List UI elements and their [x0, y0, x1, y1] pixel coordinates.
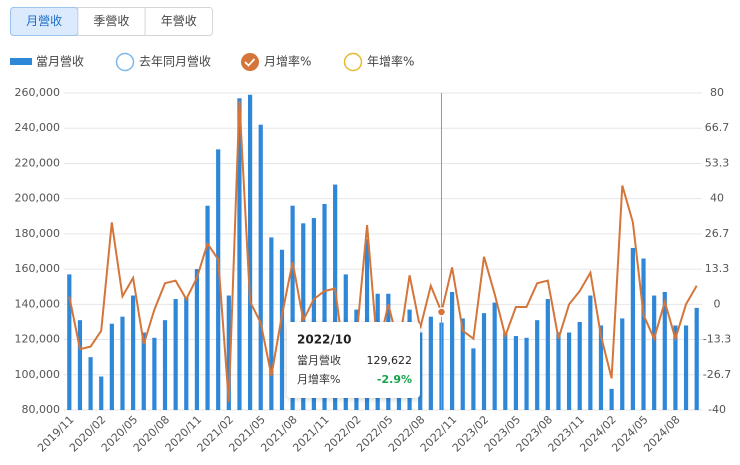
y2-tick-label: 26.7: [705, 227, 730, 240]
y2-tick-label: -40: [708, 403, 726, 416]
y2-tick-label: -13.3: [703, 332, 731, 345]
bar: [226, 295, 231, 410]
bar: [88, 357, 93, 410]
y-tick-label: 160,000: [15, 262, 61, 275]
legend-swatch: [10, 58, 32, 65]
bar: [683, 325, 689, 410]
bar: [524, 337, 529, 410]
y-tick-label: 200,000: [15, 192, 61, 205]
bar: [109, 323, 114, 410]
bar: [418, 332, 423, 410]
y-tick-label: 80,000: [22, 403, 61, 416]
tooltip: [287, 322, 420, 398]
y2-tick-label: 13.3: [705, 262, 730, 275]
legend-label[interactable]: 月增率%: [264, 54, 311, 69]
bar: [609, 388, 614, 410]
tab[interactable]: 月營收: [26, 14, 62, 28]
y2-tick-label: 0: [714, 297, 721, 310]
bar: [141, 332, 146, 410]
bar: [598, 325, 604, 410]
bar: [641, 258, 646, 410]
hover-point: [436, 307, 447, 317]
bar: [279, 249, 285, 410]
y2-tick-label: 80: [710, 86, 724, 99]
legend-label[interactable]: 年增率%: [367, 54, 414, 69]
bar: [77, 320, 83, 410]
bar: [131, 295, 136, 410]
y-tick-label: 260,000: [15, 86, 61, 99]
legend-label[interactable]: 當月營收: [36, 55, 84, 69]
bar: [566, 332, 572, 410]
bar: [333, 184, 338, 410]
y2-tick-label: -26.7: [703, 368, 731, 381]
bar: [545, 299, 550, 410]
y2-tick-label: 53.3: [705, 157, 730, 170]
bar: [247, 94, 253, 410]
bar: [269, 237, 274, 410]
bar: [662, 292, 667, 410]
tooltip-value: 129,622: [367, 354, 413, 367]
legend-label[interactable]: 去年同月營收: [139, 55, 211, 69]
bar: [673, 325, 678, 410]
bar: [216, 149, 221, 410]
tooltip-label: 當月營收: [297, 353, 341, 367]
bar: [162, 320, 168, 410]
bar: [322, 203, 327, 410]
y-tick-label: 100,000: [15, 368, 61, 381]
tooltip-title: 2022/10: [297, 333, 351, 347]
bar: [173, 299, 178, 410]
bar: [694, 307, 699, 410]
legend-swatch: [115, 52, 135, 72]
tooltip-value: -2.9%: [377, 373, 412, 386]
bar: [503, 332, 508, 410]
tab[interactable]: 年營收: [161, 14, 197, 28]
bar: [481, 313, 487, 410]
legend-swatch: [241, 53, 259, 71]
bar: [460, 318, 465, 410]
bar: [620, 318, 625, 410]
bar: [258, 124, 263, 410]
bar: [152, 337, 157, 410]
bar: [535, 320, 540, 410]
y-tick-label: 180,000: [15, 227, 61, 240]
bar: [237, 98, 242, 411]
bar: [67, 274, 72, 410]
bar: [120, 316, 125, 410]
bar: [450, 292, 455, 410]
y-tick-label: 120,000: [15, 333, 61, 346]
legend-check: [244, 58, 256, 67]
bar: [556, 332, 561, 410]
y-tick-label: 220,000: [15, 156, 61, 169]
bar: [311, 218, 316, 410]
bar: [428, 316, 433, 410]
y2-tick-label: 40: [710, 192, 724, 205]
y-tick-label: 240,000: [15, 121, 61, 134]
legend-swatch: [343, 52, 363, 72]
tooltip-label: 月增率%: [297, 372, 340, 386]
bar: [492, 302, 497, 410]
bar: [513, 336, 519, 410]
bar: [184, 297, 189, 410]
bar: [471, 348, 476, 410]
tab[interactable]: 季營收: [93, 14, 129, 28]
bar: [588, 295, 593, 410]
bar: [205, 205, 210, 410]
bar: [290, 205, 295, 410]
y-tick-label: 140,000: [15, 297, 61, 310]
y2-tick-label: 66.7: [705, 121, 730, 134]
bar: [652, 295, 657, 410]
bar: [577, 321, 582, 410]
bar: [630, 247, 635, 410]
bar: [194, 269, 200, 410]
bar: [99, 376, 104, 410]
